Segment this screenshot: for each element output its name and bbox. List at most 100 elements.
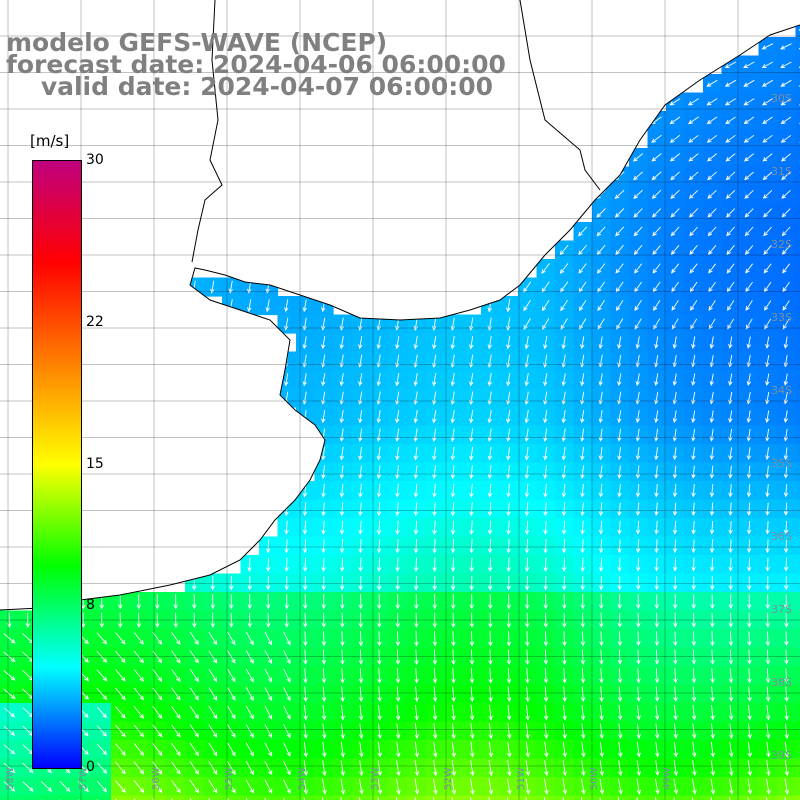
wind-arrow [358, 667, 364, 684]
wind-arrow [580, 557, 585, 572]
wind-arrow [654, 612, 660, 628]
wind-arrow [396, 741, 401, 758]
wind-speed-cell [795, 425, 800, 445]
wind-arrow [728, 520, 733, 535]
wind-arrow [506, 575, 511, 591]
wind-arrow [743, 98, 755, 106]
wind-arrow [339, 557, 345, 572]
wind-arrow [133, 780, 145, 793]
wind-arrow [765, 631, 771, 647]
wind-speed-cell [203, 795, 223, 800]
wind-arrow [709, 336, 715, 349]
wind-arrow [728, 484, 733, 498]
wind-arrow [265, 576, 271, 591]
wind-arrow [264, 705, 273, 720]
wind-arrow [358, 649, 364, 665]
wind-arrow [691, 612, 697, 628]
wind-speed-cell [296, 795, 316, 800]
wind-arrow [339, 483, 345, 498]
wind-arrow [321, 465, 326, 480]
wind-arrow [670, 226, 680, 237]
wind-arrow [728, 410, 733, 423]
wind-arrow [710, 741, 715, 758]
wind-arrow [747, 631, 752, 647]
wind-arrow [635, 576, 641, 591]
wind-arrow [488, 686, 493, 703]
wind-arrow [469, 594, 475, 610]
wind-arrow [561, 557, 567, 572]
wind-arrow [340, 631, 345, 647]
longitude-label: 51W [516, 767, 527, 790]
wind-arrow [432, 538, 437, 554]
wind-arrow [506, 538, 511, 554]
wind-arrow [543, 539, 548, 554]
wind-arrow [133, 706, 145, 719]
wind-arrow [615, 244, 624, 256]
wind-arrow [708, 300, 716, 311]
wind-arrow [598, 410, 603, 424]
wind-arrow [596, 208, 606, 218]
wind-arrow [781, 171, 791, 181]
wind-arrow [728, 576, 733, 591]
wind-arrow [543, 612, 549, 628]
wind-arrow [729, 760, 734, 777]
wind-speed-cell [795, 222, 800, 242]
wind-arrow [691, 336, 696, 349]
wind-arrow [322, 723, 327, 739]
wind-arrow [706, 98, 718, 106]
wind-arrow [358, 373, 363, 387]
wind-arrow [192, 612, 197, 628]
wind-arrow [432, 575, 437, 591]
wind-arrow [469, 391, 474, 405]
latitude-labels: 30S 31S 32S 33S 34S 35S 36S 37S 38S 39S [771, 92, 792, 762]
wind-arrow [432, 557, 437, 572]
wind-arrow [96, 725, 107, 737]
wind-arrow [618, 778, 623, 795]
wind-arrow [303, 760, 309, 777]
wind-arrow [413, 520, 419, 535]
longitude-labels: 58W 57W 56W 55W 54W 53W 52W 51W 50W 49W [5, 767, 673, 790]
wind-arrow [784, 704, 789, 721]
wind-speed-cell [388, 795, 408, 800]
wind-arrow [395, 630, 401, 647]
colorbar-tick-label: 15 [86, 455, 104, 472]
wind-arrow [339, 502, 345, 517]
wind-arrow [395, 594, 401, 610]
wind-arrow [561, 465, 567, 480]
wind-arrow [763, 208, 773, 218]
wind-arrow [672, 447, 678, 461]
wind-arrow [543, 373, 548, 387]
wind-arrow [724, 61, 737, 68]
wind-arrow [635, 539, 641, 554]
wind-arrow [377, 704, 382, 721]
wind-arrow [208, 650, 218, 664]
wind-arrow [414, 704, 419, 721]
wind-arrow [432, 612, 438, 629]
wind-arrow [765, 594, 771, 610]
wind-arrow [487, 428, 492, 443]
wind-arrow [524, 336, 529, 350]
wind-arrow [171, 687, 181, 701]
wind-arrow [265, 299, 270, 313]
wind-arrow [340, 741, 346, 758]
wind-arrow [784, 760, 790, 777]
wind-arrow [3, 744, 16, 755]
wind-arrow [614, 189, 625, 199]
wind-arrow [766, 723, 771, 739]
wind-arrow [765, 484, 770, 498]
wind-arrow [488, 760, 494, 777]
wind-arrow [376, 520, 382, 535]
wind-arrow [469, 373, 474, 387]
wind-arrow [414, 667, 419, 684]
wind-arrow [321, 576, 326, 591]
colorbar-tick-label: 8 [86, 597, 95, 614]
wind-arrow [433, 760, 438, 777]
wind-arrow [561, 446, 567, 461]
wind-arrow [617, 576, 622, 591]
wind-arrow [672, 502, 678, 516]
wind-arrow [171, 724, 181, 738]
wind-arrow [133, 687, 144, 701]
wind-arrow [710, 705, 715, 721]
wind-speed-cell [721, 795, 741, 800]
